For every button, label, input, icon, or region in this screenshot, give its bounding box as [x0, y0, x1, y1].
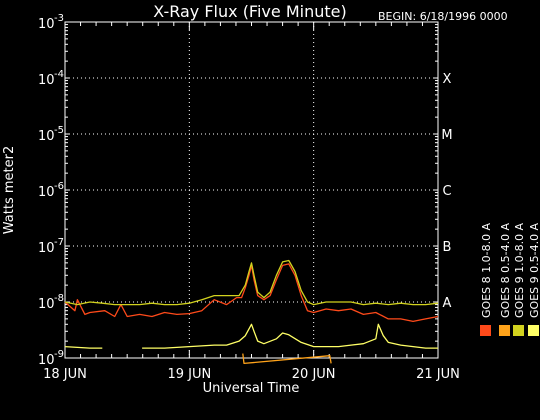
series-line [242, 353, 332, 365]
y-tick-label-exponent: -9 [54, 349, 64, 360]
y-tick-label-base: 10 [38, 185, 55, 200]
series-line [64, 259, 439, 306]
legend-swatch [480, 325, 491, 336]
legend-swatch [513, 325, 524, 336]
legend-entry-label: GOES 9 0.5-4.0 A [528, 222, 540, 318]
y-tick-label-base: 10 [38, 241, 55, 256]
x-tick-label: 19 JUN [167, 367, 211, 382]
y-tick-label-base: 10 [38, 129, 55, 144]
legend: GOES 8 1.0-8.0 A GOES 8 0.5-4.0 A GOES 9 1… [480, 222, 540, 336]
x-tick-label: 20 JUN [292, 367, 336, 382]
grid-lines [65, 22, 438, 358]
y-tick-label-base: 10 [38, 353, 55, 368]
legend-swatch [528, 325, 539, 336]
y-tick-label-exponent: -4 [54, 69, 64, 80]
y-tick-label-exponent: -8 [54, 293, 64, 304]
legend-entry-label: GOES 9 1.0-8.0 A [513, 222, 526, 318]
flare-class-label: A [443, 296, 452, 311]
flare-class-label: C [442, 184, 451, 199]
y-tick-label-base: 10 [38, 73, 55, 88]
legend-entry-label: GOES 8 0.5-4.0 A [499, 222, 512, 318]
y-axis-label: Watts meter2 [2, 146, 17, 234]
y-tick-label-exponent: -7 [54, 237, 64, 248]
flare-class-label: B [443, 240, 452, 255]
y-axis-ticks: 10-910-810-710-610-510-410-3 [38, 13, 438, 368]
begin-label: BEGIN: 6/18/1996 0000 [378, 10, 508, 23]
x-tick-label: 21 JUN [416, 367, 460, 382]
y-tick-label-exponent: -5 [54, 125, 64, 136]
y-tick-label-base: 10 [38, 17, 55, 32]
x-tick-label: 18 JUN [43, 367, 87, 382]
y-tick-label-exponent: -6 [54, 181, 64, 192]
y-tick-label-exponent: -3 [54, 13, 64, 24]
flare-class-label: X [443, 72, 452, 87]
x-axis-ticks: 18 JUN 19 JUN 20 JUN 21 JUN [43, 22, 460, 382]
legend-entry-label: GOES 8 1.0-8.0 A [480, 222, 493, 318]
legend-swatch [499, 325, 510, 336]
flare-class-labels: A B C M X [441, 72, 452, 311]
data-series [64, 259, 439, 365]
y-tick-label-base: 10 [38, 297, 55, 312]
series-line [64, 323, 438, 349]
x-axis-label: Universal Time [203, 381, 300, 396]
flare-class-label: M [441, 128, 452, 143]
chart-title: X-Ray Flux (Five Minute) [153, 2, 346, 21]
